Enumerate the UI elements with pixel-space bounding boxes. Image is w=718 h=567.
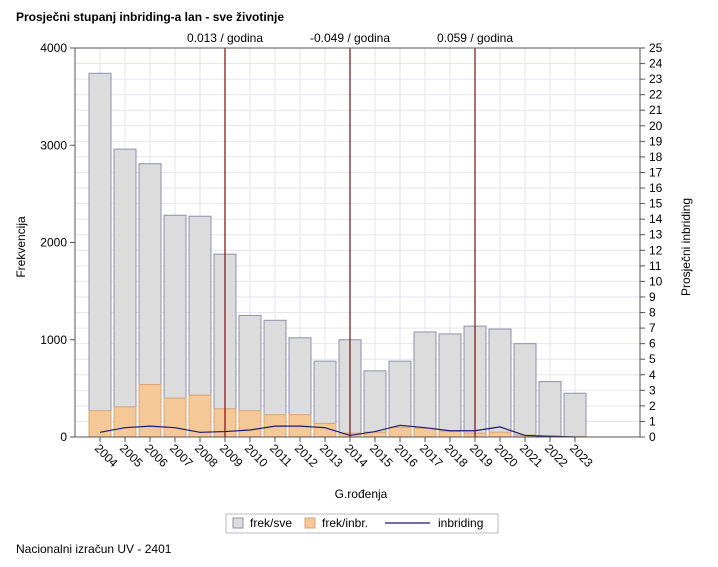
x-tick-label: 2012 bbox=[292, 441, 321, 470]
y-tick-label: 3000 bbox=[40, 138, 67, 152]
x-tick-label: 2010 bbox=[242, 441, 271, 470]
y2-tick-label: 23 bbox=[649, 72, 663, 86]
bars-frek-sve bbox=[88, 72, 587, 438]
y2-tick-label: 24 bbox=[649, 57, 663, 71]
trend-lines: 0.013 / godina -0.049 / godina 0.059 / god… bbox=[187, 31, 513, 437]
y2-tick-label: 5 bbox=[649, 352, 656, 366]
footnote: Nacionalni izračun UV - 2401 bbox=[16, 542, 172, 556]
y2-tick-label: 7 bbox=[649, 321, 656, 335]
trend-label-2009: 0.013 / godina bbox=[187, 31, 263, 45]
y2-tick-label: 6 bbox=[649, 337, 656, 351]
x-tick-label: 2019 bbox=[467, 441, 496, 470]
y2-tick-label: 12 bbox=[649, 243, 663, 257]
bar-frek-inbr-2020 bbox=[488, 431, 512, 438]
bar-frek-sve-2022 bbox=[538, 381, 562, 438]
y2-tick-label: 20 bbox=[649, 119, 663, 133]
bar-frek-sve-2020 bbox=[488, 328, 512, 438]
bar-frek-inbr-2010 bbox=[238, 410, 262, 438]
x-tick-label: 2017 bbox=[417, 441, 446, 470]
y2-tick-label: 13 bbox=[649, 228, 663, 242]
line-inbriding bbox=[99, 424, 576, 438]
x-tick-label: 2005 bbox=[117, 441, 146, 470]
x-tick-label: 2009 bbox=[217, 441, 246, 470]
y2-tick-label: 25 bbox=[649, 41, 663, 55]
y2-tick-label: 8 bbox=[649, 306, 656, 320]
y2-tick-label: 4 bbox=[649, 368, 656, 382]
bar-frek-inbr-2004 bbox=[88, 410, 112, 438]
y-tick-label: 1000 bbox=[40, 333, 67, 347]
x-tick-label: 2015 bbox=[367, 441, 396, 470]
bar-frek-sve-2021 bbox=[513, 343, 537, 438]
x-tick-label: 2023 bbox=[567, 441, 596, 470]
bar-frek-sve-2005 bbox=[113, 148, 137, 438]
x-tick-label: 2022 bbox=[542, 441, 571, 470]
x-tick-label: 2014 bbox=[342, 441, 371, 470]
legend-swatch-frek-sve bbox=[232, 517, 244, 529]
y2-tick-label: 15 bbox=[649, 197, 663, 211]
y2-tick-label: 17 bbox=[649, 165, 663, 179]
y2-axis-title: Prosječni inbriding bbox=[679, 198, 693, 296]
bar-frek-sve-2023 bbox=[563, 392, 587, 438]
x-axis-title: G.rođenja bbox=[335, 487, 388, 501]
y2-tick-label: 10 bbox=[649, 274, 663, 288]
legend-label-frek-sve: frek/sve bbox=[250, 516, 292, 530]
trend-label-2019: 0.059 / godina bbox=[437, 31, 513, 45]
y2-tick-label: 14 bbox=[649, 212, 663, 226]
y2-tick-label: 2 bbox=[649, 399, 656, 413]
legend-swatch-frek-inbr bbox=[304, 517, 316, 529]
chart-title: Prosječni stupanj inbriding-a lan - sve … bbox=[16, 10, 285, 24]
x-tick-label: 2004 bbox=[92, 441, 121, 470]
x-tick-label: 2021 bbox=[517, 441, 546, 470]
y-axis-left-ticks: 0 1000 2000 3000 4000 bbox=[40, 41, 75, 444]
x-tick-label: 2008 bbox=[192, 441, 221, 470]
bar-frek-sve-2004 bbox=[88, 72, 112, 438]
y2-tick-label: 9 bbox=[649, 290, 656, 304]
bar-frek-inbr-2017 bbox=[413, 427, 437, 438]
x-tick-label: 2016 bbox=[392, 441, 421, 470]
x-tick-label: 2006 bbox=[142, 441, 171, 470]
y2-tick-label: 16 bbox=[649, 181, 663, 195]
legend: frek/sve frek/inbr. inbriding bbox=[225, 513, 499, 534]
y-tick-label: 4000 bbox=[40, 41, 67, 55]
y-axis-title: Frekvencija bbox=[14, 216, 28, 278]
legend-frame bbox=[225, 513, 499, 534]
y2-tick-label: 3 bbox=[649, 383, 656, 397]
y2-tick-label: 18 bbox=[649, 150, 663, 164]
x-tick-label: 2011 bbox=[267, 441, 295, 469]
bar-frek-inbr-2016 bbox=[388, 426, 412, 438]
y-axis-right-ticks: 0123456789101112131415161718192021222324… bbox=[640, 41, 663, 444]
y2-tick-label: 21 bbox=[649, 103, 663, 117]
y2-tick-label: 1 bbox=[649, 414, 656, 428]
y2-tick-label: 11 bbox=[649, 259, 662, 273]
y2-tick-label: 22 bbox=[649, 88, 663, 102]
x-tick-label: 2007 bbox=[167, 441, 196, 470]
legend-label-frek-inbr: frek/inbr. bbox=[322, 516, 368, 530]
bar-frek-sve-2015 bbox=[363, 370, 387, 438]
y2-tick-label: 0 bbox=[649, 430, 656, 444]
x-tick-label: 2013 bbox=[317, 441, 346, 470]
bar-frek-inbr-2018 bbox=[438, 430, 462, 438]
bar-frek-inbr-2005 bbox=[113, 406, 137, 438]
x-tick-label: 2020 bbox=[492, 441, 521, 470]
bar-frek-sve-2018 bbox=[438, 333, 462, 438]
inbriding-line-layer bbox=[99, 424, 576, 438]
bar-frek-inbr-2007 bbox=[163, 397, 187, 438]
x-tick-label: 2018 bbox=[442, 441, 471, 470]
bar-frek-inbr-2006 bbox=[138, 383, 162, 438]
y-tick-label: 2000 bbox=[40, 236, 67, 250]
x-axis-ticks: 2004200520062007200820092010201120122013… bbox=[92, 437, 596, 470]
y2-tick-label: 19 bbox=[649, 134, 663, 148]
y-tick-label: 0 bbox=[60, 430, 67, 444]
trend-label-2014: -0.049 / godina bbox=[310, 31, 390, 45]
legend-label-inbriding: inbriding bbox=[438, 516, 483, 530]
bar-frek-sve-2017 bbox=[413, 331, 437, 438]
